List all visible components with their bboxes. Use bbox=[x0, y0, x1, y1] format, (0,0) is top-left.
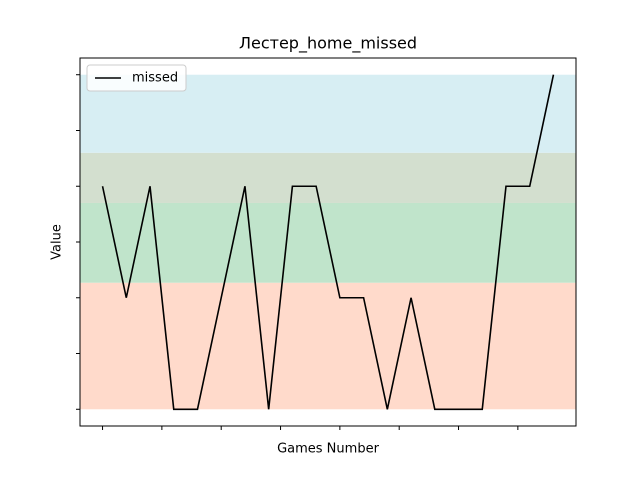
y-axis-label: Value bbox=[50, 224, 65, 260]
line bbox=[101, 74, 555, 411]
x-axis-label: Games Number bbox=[277, 442, 379, 457]
band bbox=[80, 152, 576, 203]
band bbox=[80, 282, 576, 410]
legend-label: missed bbox=[132, 71, 178, 86]
legend-box bbox=[86, 64, 187, 92]
chart-title: Лестер_home_missed bbox=[239, 34, 417, 54]
